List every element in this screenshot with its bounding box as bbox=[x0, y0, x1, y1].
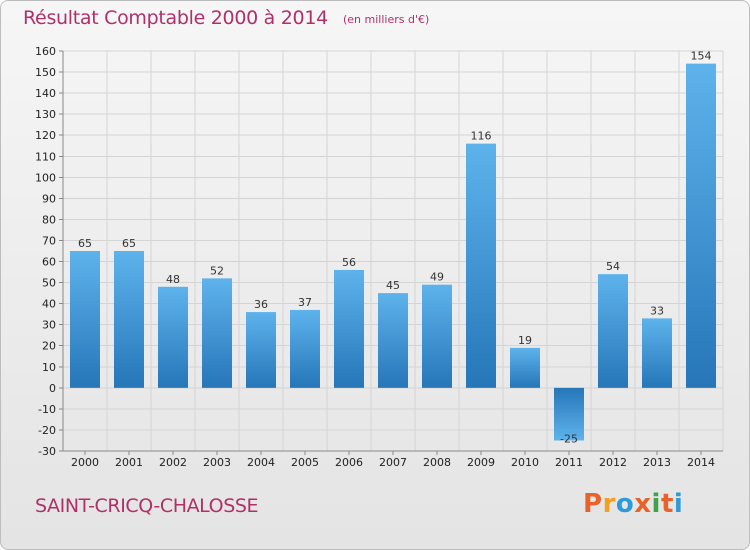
bar-2008 bbox=[422, 284, 452, 388]
label-layer: 65 65 48 52 36 37 56 45 49 116 19 -25 54 33 154 bbox=[78, 50, 712, 446]
bar-2010 bbox=[510, 347, 540, 388]
y-tick-label: 50 bbox=[42, 277, 56, 290]
x-tick-label-2001: 2001 bbox=[115, 456, 143, 469]
commune-name: SAINT-CRICQ-CHALOSSE bbox=[35, 495, 259, 517]
y-tick-label: 0 bbox=[49, 382, 56, 395]
y-tick-label: 90 bbox=[42, 192, 56, 205]
y-tick-label: -10 bbox=[38, 403, 56, 416]
x-tick-label-2004: 2004 bbox=[247, 456, 275, 469]
value-label-2004: 36 bbox=[254, 298, 268, 311]
value-label-2003: 52 bbox=[210, 264, 224, 277]
logo-letter: P bbox=[583, 489, 603, 519]
bar-layer bbox=[70, 63, 716, 441]
bar-2006 bbox=[334, 269, 364, 388]
value-label-2010: 19 bbox=[518, 334, 532, 347]
x-tick-label-2014: 2014 bbox=[687, 456, 715, 469]
bar-2012 bbox=[598, 274, 628, 388]
proxiti-logo[interactable]: Proxiti bbox=[583, 489, 683, 519]
x-tick-label-2002: 2002 bbox=[159, 456, 187, 469]
y-tick-label: 30 bbox=[42, 319, 56, 332]
value-label-2012: 54 bbox=[606, 260, 620, 273]
y-tick-label: 120 bbox=[35, 129, 56, 142]
y-tick-label: 130 bbox=[35, 108, 56, 121]
y-tick-label: 150 bbox=[35, 66, 56, 79]
axis-layer: -30 -20 -10 0 10 20 30 40 50 60 70 80 90 100 110 120 130… bbox=[35, 45, 723, 469]
logo-letter: x bbox=[634, 489, 652, 519]
y-tick-label: -30 bbox=[38, 445, 56, 458]
y-tick-label: 40 bbox=[42, 298, 56, 311]
bar-2005 bbox=[290, 309, 320, 388]
value-label-2013: 33 bbox=[650, 304, 664, 317]
x-tick-label-2009: 2009 bbox=[467, 456, 495, 469]
value-label-2014: 154 bbox=[691, 50, 712, 63]
bar-2011 bbox=[554, 387, 584, 441]
bar-2002 bbox=[158, 286, 188, 388]
logo-letter: o bbox=[615, 489, 635, 519]
y-tick-label: -20 bbox=[38, 424, 56, 437]
chart-title: Résultat Comptable 2000 à 2014 bbox=[23, 7, 328, 29]
y-tick-label: 110 bbox=[35, 150, 56, 163]
bar-2014 bbox=[686, 63, 716, 388]
x-tick-label-2008: 2008 bbox=[423, 456, 451, 469]
bar-2000 bbox=[70, 251, 100, 388]
y-tick-label: 70 bbox=[42, 234, 56, 247]
bar-2003 bbox=[202, 278, 232, 388]
value-label-2000: 65 bbox=[78, 237, 92, 250]
value-label-2006: 56 bbox=[342, 256, 356, 269]
x-tick-label-2003: 2003 bbox=[203, 456, 231, 469]
x-tick-label-2000: 2000 bbox=[71, 456, 99, 469]
chart-subtitle: (en milliers d'€) bbox=[343, 13, 430, 26]
value-label-2008: 49 bbox=[430, 271, 444, 284]
bar-2013 bbox=[642, 318, 672, 388]
bar-2007 bbox=[378, 293, 408, 388]
x-tick-label-2012: 2012 bbox=[599, 456, 627, 469]
logo-letter: r bbox=[602, 489, 616, 519]
logo-letter: i bbox=[673, 489, 684, 519]
y-tick-label: 20 bbox=[42, 340, 56, 353]
y-tick-label: 80 bbox=[42, 213, 56, 226]
x-tick-label-2006: 2006 bbox=[335, 456, 363, 469]
y-tick-label: 160 bbox=[35, 45, 56, 58]
x-tick-label-2011: 2011 bbox=[555, 456, 583, 469]
y-tick-label: 10 bbox=[42, 361, 56, 374]
x-tick-label-2005: 2005 bbox=[291, 456, 319, 469]
logo-letter: t bbox=[660, 489, 674, 519]
value-label-2011: -25 bbox=[560, 432, 578, 445]
bar-2001 bbox=[114, 251, 144, 388]
y-tick-label: 60 bbox=[42, 256, 56, 269]
value-label-2002: 48 bbox=[166, 273, 180, 286]
x-tick-label-2013: 2013 bbox=[643, 456, 671, 469]
value-label-2009: 116 bbox=[471, 130, 492, 143]
x-tick-label-2010: 2010 bbox=[511, 456, 539, 469]
value-label-2007: 45 bbox=[386, 279, 400, 292]
y-tick-label: 100 bbox=[35, 171, 56, 184]
y-tick-label: 140 bbox=[35, 87, 56, 100]
bar-2009 bbox=[466, 143, 496, 388]
value-label-2005: 37 bbox=[298, 296, 312, 309]
logo-letter: i bbox=[651, 489, 661, 519]
x-tick-label-2007: 2007 bbox=[379, 456, 407, 469]
grid-layer bbox=[62, 50, 724, 452]
bar-2004 bbox=[246, 312, 276, 388]
value-label-2001: 65 bbox=[122, 237, 136, 250]
